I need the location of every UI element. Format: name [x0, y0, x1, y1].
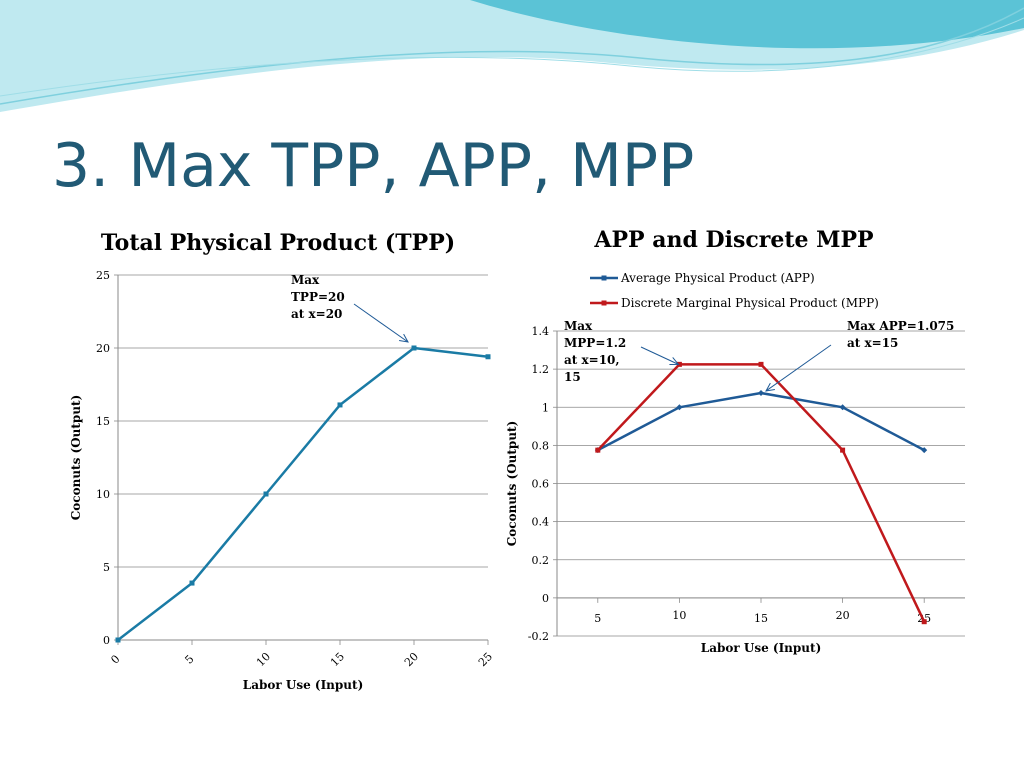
x-tick-label: 10	[672, 609, 686, 622]
annotation-text: at x=10,	[564, 353, 620, 367]
y-tick-label: 0.2	[532, 554, 550, 567]
tpp-chart: Total Physical Product (TPP) 0 5 10 15 20 25 0 5…	[69, 230, 495, 692]
annotation-arrow	[640, 346, 679, 365]
data-point	[189, 580, 195, 586]
annotation-text: Max APP=1.075	[847, 319, 954, 333]
y-axis-label: Coconuts (Output)	[69, 395, 83, 521]
y-tick-label: 1.4	[532, 325, 550, 338]
data-point	[676, 361, 682, 367]
x-tick-label: 25	[476, 650, 495, 669]
y-tick-label: 10	[96, 488, 110, 501]
y-tick-label: 20	[96, 342, 110, 355]
data-point	[411, 345, 417, 351]
annotation-arrowhead	[669, 357, 680, 365]
annotation-text: TPP=20	[291, 290, 345, 304]
annotation-arrowhead	[399, 333, 409, 343]
app-mpp-chart: APP and Discrete MPP -0.2 0 0.2 0.4 0.6 0.8 1 1.…	[505, 227, 965, 655]
y-tick-label: 0.4	[532, 516, 550, 529]
legend-entry: Average Physical Product (APP)	[620, 271, 815, 285]
data-point	[337, 402, 343, 408]
y-tick-label: 5	[103, 561, 110, 574]
data-point	[840, 447, 846, 453]
y-tick-label: 0.8	[532, 439, 550, 452]
data-point	[595, 447, 601, 453]
chart-title: APP and Discrete MPP	[593, 227, 873, 253]
slide-title: 3. Max TPP, APP, MPP	[52, 131, 695, 201]
annotation-text: Max	[291, 273, 320, 287]
data-point	[921, 447, 928, 454]
annotation-arrowhead	[765, 382, 775, 392]
chart-title: Total Physical Product (TPP)	[101, 230, 455, 256]
series-line	[596, 363, 926, 623]
data-point	[921, 619, 927, 625]
annotation-text: at x=15	[847, 336, 898, 350]
y-tick-label: 15	[96, 415, 110, 428]
data-point	[115, 637, 121, 643]
legend-marker	[601, 275, 607, 281]
series-line	[597, 391, 925, 452]
wave-line	[0, 7, 1024, 105]
y-tick-label: 0	[103, 634, 110, 647]
data-point	[839, 404, 846, 411]
x-tick-label: 10	[254, 650, 273, 669]
series-line	[117, 346, 489, 641]
y-tick-label: 1.2	[532, 363, 550, 376]
annotation-arrow	[765, 344, 832, 392]
header-wave-decoration	[0, 0, 1024, 112]
x-tick-label: 5	[182, 652, 196, 666]
annotation-text: MPP=1.2	[564, 336, 626, 350]
x-tick-label: 15	[754, 612, 768, 625]
data-point	[676, 404, 683, 411]
data-point	[263, 491, 269, 497]
y-tick-label: 1	[542, 401, 549, 414]
legend-entry: Discrete Marginal Physical Product (MPP)	[621, 296, 879, 310]
wave-dark-band	[0, 0, 1024, 49]
x-axis-label: Labor Use (Input)	[243, 678, 364, 692]
x-axis-label: Labor Use (Input)	[701, 641, 822, 655]
y-tick-label: -0.2	[528, 630, 549, 643]
y-tick-label: 0	[542, 592, 549, 605]
x-tick-label: 20	[836, 609, 850, 622]
y-tick-label: 25	[96, 269, 110, 282]
data-point	[758, 389, 764, 396]
legend-marker	[601, 300, 607, 306]
x-tick-label: 5	[594, 612, 601, 625]
annotation-arrow	[353, 303, 409, 343]
data-point	[485, 354, 491, 360]
annotation-text: 15	[564, 370, 581, 384]
annotation-text: Max	[564, 319, 593, 333]
data-point	[758, 361, 764, 367]
x-tick-label: 15	[328, 650, 347, 669]
x-tick-label: 0	[108, 652, 122, 666]
y-tick-label: 0.6	[532, 478, 550, 491]
y-axis-label: Coconuts (Output)	[505, 421, 519, 547]
wave-line	[0, 17, 1024, 97]
x-tick-label: 20	[402, 650, 421, 669]
annotation-text: at x=20	[291, 307, 342, 321]
